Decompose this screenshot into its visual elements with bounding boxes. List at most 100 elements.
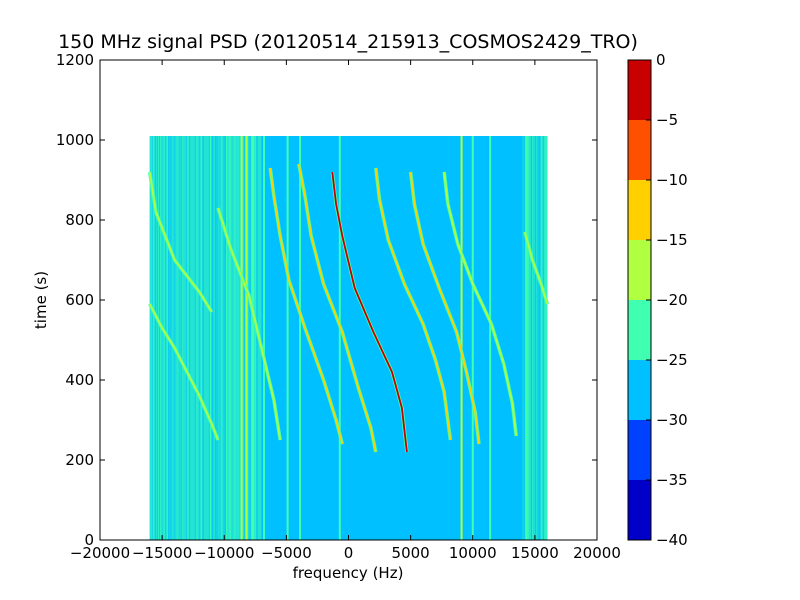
noise-streak bbox=[162, 136, 164, 540]
colorbar-segment bbox=[628, 420, 651, 480]
noise-streak bbox=[249, 136, 251, 540]
noise-streak bbox=[198, 136, 200, 540]
plot-area bbox=[99, 59, 598, 541]
x-tick-label: −15000 bbox=[132, 544, 192, 562]
y-tick-label: 600 bbox=[65, 291, 94, 309]
noise-streak bbox=[251, 136, 253, 540]
noise-streak bbox=[234, 136, 236, 540]
noise-streak bbox=[205, 136, 207, 540]
trace-line bbox=[148, 303, 219, 441]
noise-streak bbox=[215, 136, 217, 540]
noise-streak bbox=[158, 136, 160, 540]
vertical-line bbox=[338, 136, 341, 540]
noise-streak bbox=[159, 136, 161, 540]
noise-streak bbox=[200, 136, 202, 540]
noise-streak bbox=[155, 136, 157, 540]
noise-streak bbox=[224, 136, 226, 540]
noise-streak bbox=[185, 136, 187, 540]
noise-streak bbox=[523, 136, 525, 540]
noise-streak bbox=[534, 136, 536, 540]
colorbar-segment bbox=[628, 360, 651, 420]
noise-streak bbox=[152, 136, 154, 540]
x-tick-label: 0 bbox=[344, 544, 354, 562]
trace-line bbox=[409, 171, 480, 445]
noise-streak bbox=[524, 136, 526, 540]
x-tick-label: 20000 bbox=[573, 544, 621, 562]
noise-streak bbox=[537, 136, 539, 540]
trace-line bbox=[269, 167, 344, 445]
noise-streak bbox=[179, 136, 181, 540]
x-tick-label: 5000 bbox=[392, 544, 430, 562]
y-tick-label: 0 bbox=[84, 531, 94, 549]
noise-streak bbox=[208, 136, 210, 540]
noise-streak bbox=[156, 136, 158, 540]
colorbar-tick-label: −35 bbox=[656, 471, 688, 489]
noise-streak bbox=[187, 136, 189, 540]
noise-streak bbox=[248, 136, 250, 540]
colorbar-segment bbox=[628, 240, 651, 300]
trace-line bbox=[297, 163, 377, 453]
heatmap bbox=[149, 136, 548, 540]
vertical-line bbox=[471, 136, 474, 540]
noise-streak bbox=[170, 136, 172, 540]
x-axis-label: frequency (Hz) bbox=[293, 564, 404, 582]
vertical-line bbox=[251, 136, 254, 540]
noise-streak bbox=[226, 136, 228, 540]
noise-streak bbox=[158, 136, 160, 540]
colorbar-tick-label: −15 bbox=[656, 231, 688, 249]
noise-streak bbox=[211, 136, 213, 540]
noise-streak bbox=[176, 136, 178, 540]
vertical-line bbox=[240, 136, 243, 540]
y-tick-label: 1000 bbox=[56, 131, 94, 149]
trace-line bbox=[148, 171, 213, 313]
y-tick-label: 200 bbox=[65, 451, 94, 469]
vertical-line bbox=[245, 136, 248, 540]
noise-streak bbox=[530, 136, 532, 540]
noise-streak bbox=[217, 136, 219, 540]
colorbar-tick-label: 0 bbox=[656, 51, 666, 69]
y-tick-label: 400 bbox=[65, 371, 94, 389]
noise-streak bbox=[163, 136, 165, 540]
noise-streak bbox=[220, 136, 222, 540]
vertical-line bbox=[263, 136, 266, 540]
colorbar-tick-label: −20 bbox=[656, 291, 688, 309]
noise-streak bbox=[528, 136, 530, 540]
noise-streak bbox=[532, 136, 534, 540]
trace-line bbox=[443, 171, 518, 437]
noise-streak bbox=[189, 136, 191, 540]
y-tick-label: 800 bbox=[65, 211, 94, 229]
colorbar: −40 −35 −30 −25 −20 −15 −10 −5 0 bbox=[627, 51, 688, 549]
noise-streak bbox=[530, 136, 532, 540]
noise-streak bbox=[212, 136, 214, 540]
vertical-line bbox=[525, 136, 528, 540]
noise-streak bbox=[152, 136, 154, 540]
colorbar-tick-label: −25 bbox=[656, 351, 688, 369]
noise-streak bbox=[181, 136, 183, 540]
noise-streak bbox=[219, 136, 221, 540]
noise-streak bbox=[229, 136, 231, 540]
vertical-line bbox=[299, 136, 302, 540]
trace-line bbox=[217, 207, 282, 441]
noise-streak bbox=[163, 136, 165, 540]
noise-streak bbox=[527, 136, 529, 540]
colorbar-segment bbox=[628, 120, 651, 180]
x-tick-label: −10000 bbox=[194, 544, 254, 562]
x-axis: −20000 −15000 −10000 −5000 0 5000 10000 15000 20… bbox=[70, 60, 621, 562]
colorbar-tick-label: −5 bbox=[656, 111, 678, 129]
noise-streak bbox=[202, 136, 204, 540]
noise-streak bbox=[175, 136, 177, 540]
noise-streak bbox=[173, 136, 175, 540]
x-tick-label: 10000 bbox=[449, 544, 497, 562]
y-tick-label: 1200 bbox=[56, 51, 94, 69]
vertical-line bbox=[460, 136, 463, 540]
colorbar-tick-label: −40 bbox=[656, 531, 688, 549]
doppler-traces bbox=[147, 163, 549, 453]
noise-streak bbox=[210, 136, 212, 540]
noise-streak bbox=[233, 136, 235, 540]
vertical-line bbox=[489, 136, 492, 540]
noise-streak bbox=[223, 136, 225, 540]
noise-streak bbox=[210, 136, 212, 540]
noise-streak bbox=[180, 136, 182, 540]
noise-streak bbox=[196, 136, 198, 540]
vertical-line bbox=[286, 136, 289, 540]
